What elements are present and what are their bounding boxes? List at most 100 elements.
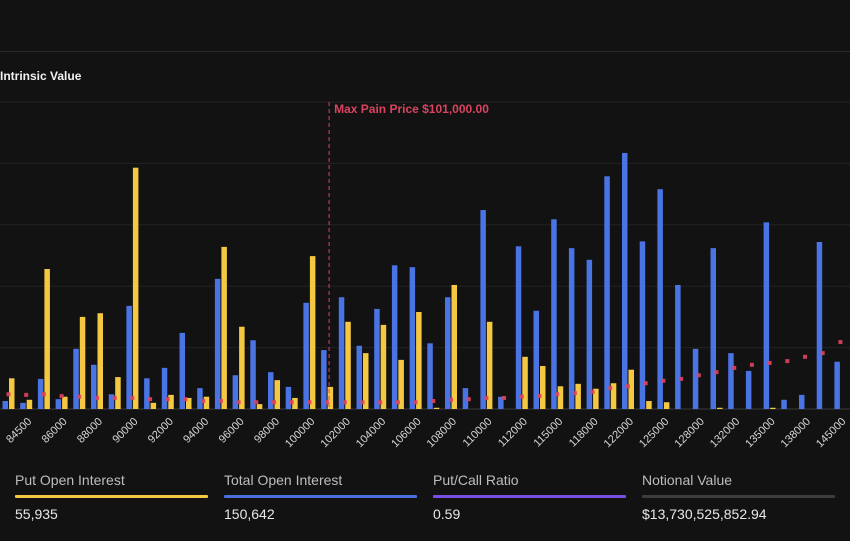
call-bar <box>214 278 221 409</box>
stat-color-bar <box>433 495 626 498</box>
stat-total-open-interest: Total Open Interest 150,642 <box>224 472 417 522</box>
intrinsic-value-point <box>24 392 29 397</box>
x-tick-label: 135000 <box>743 416 777 450</box>
intrinsic-value-point <box>254 400 259 405</box>
x-tick-label: 94000 <box>181 416 211 446</box>
call-bar <box>250 340 256 409</box>
call-bar <box>763 222 770 409</box>
call-bar <box>409 267 416 409</box>
intrinsic-value-point <box>201 399 206 404</box>
put-bar <box>9 378 15 409</box>
put-bar <box>363 353 369 409</box>
put-bar <box>186 397 192 409</box>
intrinsic-value-point <box>59 394 64 399</box>
put-bar <box>416 311 422 409</box>
call-bar <box>799 394 805 409</box>
x-tick-label: 118000 <box>567 416 601 450</box>
intrinsic-value-point <box>555 392 560 397</box>
intrinsic-value-point <box>732 365 737 370</box>
intrinsic-value-point <box>820 351 825 356</box>
call-bar <box>338 297 345 409</box>
intrinsic-value-point <box>449 397 453 402</box>
intrinsic-value-point <box>696 373 701 378</box>
intrinsic-value-point <box>484 395 489 400</box>
intrinsic-value-point <box>289 400 294 405</box>
put-bar <box>62 396 68 409</box>
x-tick-label: 88000 <box>75 416 105 446</box>
call-bar <box>55 399 62 409</box>
call-bar <box>692 348 699 409</box>
stat-color-bar <box>642 495 835 498</box>
call-bar <box>197 388 203 409</box>
put-bar <box>292 397 298 409</box>
intrinsic-value-point <box>77 394 82 399</box>
intrinsic-value-point <box>130 395 135 400</box>
put-bar <box>256 404 263 409</box>
call-bar <box>108 394 115 409</box>
call-bar <box>639 241 646 409</box>
put-bar <box>132 167 139 409</box>
put-bar <box>557 386 564 409</box>
stat-notional-value: Notional Value $13,730,525,852.94 <box>642 472 835 522</box>
call-bar <box>657 189 663 409</box>
call-bar <box>427 343 433 409</box>
intrinsic-value-point <box>325 400 330 405</box>
x-tick-label: 84500 <box>4 416 34 446</box>
max-pain-label: Max Pain Price $101,000.00 <box>334 102 489 116</box>
call-bar <box>728 353 734 409</box>
call-bar <box>232 375 239 409</box>
call-bar <box>498 396 504 409</box>
open-interest-chart: 84500 86000 88000 90000 92000 94000 96000 98000… <box>0 101 850 450</box>
call-bar <box>268 372 274 409</box>
call-bar <box>374 308 380 409</box>
stat-put-open-interest: Put Open Interest 55,935 <box>15 472 208 522</box>
header-divider <box>0 51 850 52</box>
put-bar <box>115 377 121 409</box>
stat-value: 150,642 <box>224 506 275 522</box>
call-bar <box>480 210 486 409</box>
intrinsic-value-point <box>378 400 383 405</box>
intrinsic-value-point <box>413 400 418 405</box>
x-tick-label: 98000 <box>252 416 282 446</box>
intrinsic-value-point <box>218 399 223 404</box>
intrinsic-value-point <box>148 397 153 402</box>
x-tick-label: 104000 <box>354 416 388 450</box>
put-bar <box>309 256 316 409</box>
put-bar <box>593 388 599 409</box>
put-bar <box>522 356 528 409</box>
intrinsic-value-point <box>679 376 684 381</box>
x-tick-label: 128000 <box>672 416 706 450</box>
intrinsic-value-point <box>626 384 630 389</box>
put-bar <box>628 369 634 409</box>
call-bar <box>303 302 309 409</box>
legend-intrinsic-value[interactable]: Intrinsic Value <box>0 69 82 83</box>
stat-label: Put Open Interest <box>15 472 125 488</box>
call-bar <box>781 399 787 409</box>
intrinsic-value-point <box>95 395 99 400</box>
intrinsic-value-point <box>360 400 365 405</box>
intrinsic-value-point <box>6 392 11 397</box>
call-bar <box>745 370 752 409</box>
call-bar <box>126 305 132 409</box>
intrinsic-value-point <box>714 370 719 375</box>
put-bar <box>79 316 86 409</box>
put-bar <box>663 402 670 409</box>
intrinsic-value-point <box>519 394 524 399</box>
call-bar <box>2 401 8 409</box>
intrinsic-value-point <box>608 386 613 391</box>
intrinsic-value-point <box>502 395 507 400</box>
x-tick-label: 108000 <box>425 416 459 450</box>
intrinsic-value-point <box>785 359 790 364</box>
x-tick-label: 125000 <box>637 416 671 450</box>
put-bar <box>540 366 546 409</box>
call-bar <box>675 284 681 409</box>
call-bar <box>710 248 716 409</box>
put-bar <box>717 407 723 409</box>
put-bar <box>646 401 652 409</box>
call-bar <box>285 386 292 409</box>
intrinsic-value-point <box>41 392 46 397</box>
put-bar <box>575 383 581 409</box>
call-bar <box>356 345 362 409</box>
x-tick-label: 122000 <box>602 416 636 450</box>
put-bar <box>239 326 245 409</box>
